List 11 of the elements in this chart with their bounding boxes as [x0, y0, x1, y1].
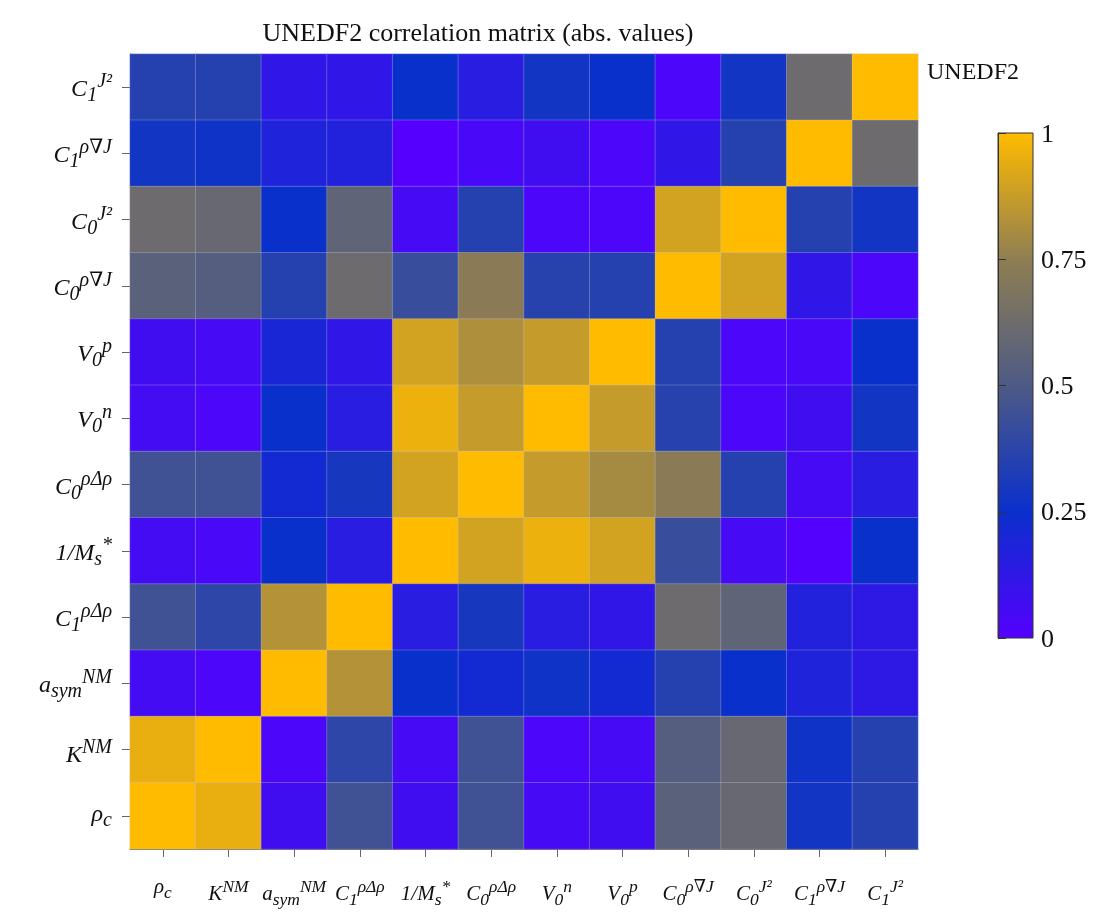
y-tick-label: K$^{NM}$ [65, 733, 112, 769]
color-bar-label: 0.25 [1041, 497, 1087, 527]
x-tick-label: ρ$_{c}$ [153, 873, 172, 905]
color-bar-title: UNEDF2 [926, 58, 1020, 84]
color-bar-label: 1 [1041, 118, 1054, 148]
color-bar-label: 0.5 [1041, 371, 1074, 400]
chart-title: UNEDF2 correlation matrix (abs. values) [262, 17, 694, 47]
color-bar-label: 0.75 [1041, 244, 1087, 274]
x-tick-label: K$^{NM}$ [208, 875, 249, 907]
color-bar-label: 0 [1041, 623, 1054, 653]
y-tick-label: ρ$_{c}$ [91, 798, 112, 833]
